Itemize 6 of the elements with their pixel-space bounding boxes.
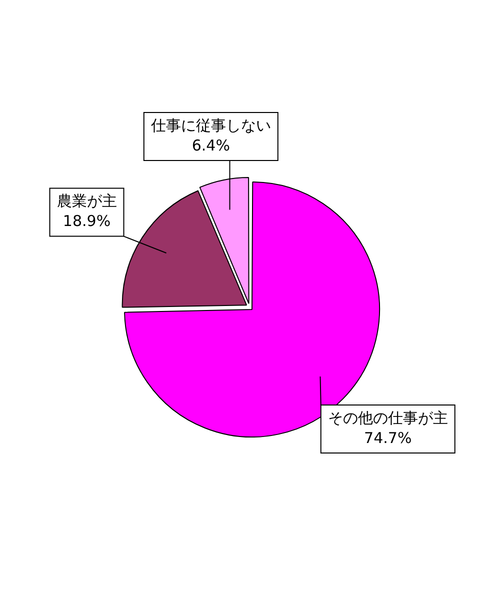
data-label: 6.4% [192,136,230,154]
slice-label: 農業が主 [56,192,117,210]
data-label: 74.7% [364,428,412,447]
slice-label: その他の仕事が主 [328,408,448,427]
slice-label: 仕事に従事しない [150,116,271,134]
data-label: 18.9% [62,212,111,230]
